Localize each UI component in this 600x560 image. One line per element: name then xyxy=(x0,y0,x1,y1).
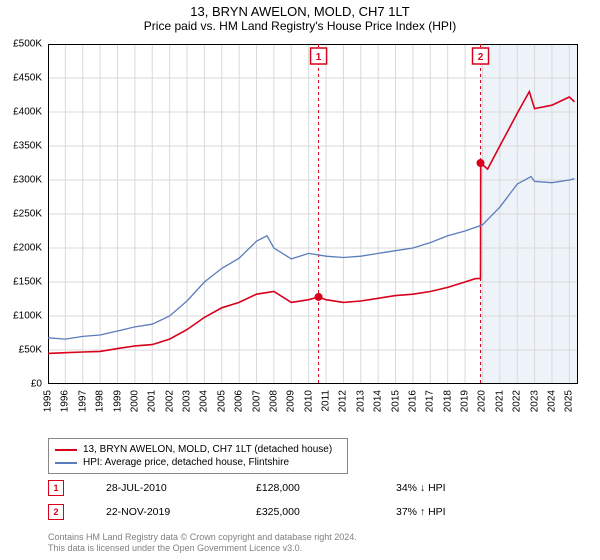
x-tick-label: 2010 xyxy=(303,390,314,412)
transaction-date: 22-NOV-2019 xyxy=(106,506,226,518)
y-tick-label: £350K xyxy=(13,141,42,152)
legend-row: 13, BRYN AWELON, MOLD, CH7 1LT (detached… xyxy=(55,443,341,456)
x-tick-label: 2011 xyxy=(321,390,332,412)
x-tick-label: 2013 xyxy=(355,390,366,412)
y-tick-label: £450K xyxy=(13,73,42,84)
attribution: Contains HM Land Registry data © Crown c… xyxy=(48,532,578,555)
legend-swatch xyxy=(55,462,77,464)
legend: 13, BRYN AWELON, MOLD, CH7 1LT (detached… xyxy=(48,438,348,474)
x-tick-label: 1999 xyxy=(112,390,123,412)
chart-title: 13, BRYN AWELON, MOLD, CH7 1LT xyxy=(0,0,600,19)
x-tick-label: 2021 xyxy=(494,390,505,412)
marker-badge: 1 xyxy=(48,480,64,496)
x-tick-label: 2000 xyxy=(129,390,140,412)
x-tick-label: 2006 xyxy=(234,390,245,412)
y-tick-label: £400K xyxy=(13,107,42,118)
transaction-price: £128,000 xyxy=(256,482,366,494)
x-axis: 1995199619971998199920002001200220032004… xyxy=(48,386,578,436)
x-tick-label: 2009 xyxy=(286,390,297,412)
marker-badge: 2 xyxy=(48,504,64,520)
x-tick-label: 2012 xyxy=(338,390,349,412)
attribution-line1: Contains HM Land Registry data © Crown c… xyxy=(48,532,578,543)
x-tick-label: 2007 xyxy=(251,390,262,412)
x-tick-label: 2018 xyxy=(442,390,453,412)
x-tick-label: 2004 xyxy=(199,390,210,412)
transaction-row: 1 28-JUL-2010 £128,000 34% ↓ HPI xyxy=(48,476,578,500)
x-tick-label: 1998 xyxy=(95,390,106,412)
y-axis: £0£50K£100K£150K£200K£250K£300K£350K£400… xyxy=(0,44,46,384)
x-tick-label: 2024 xyxy=(546,390,557,412)
legend-swatch xyxy=(55,449,77,451)
plot-area: 12 xyxy=(48,44,578,384)
transaction-vs-hpi: 34% ↓ HPI xyxy=(396,482,516,494)
y-tick-label: £100K xyxy=(13,311,42,322)
x-tick-label: 2019 xyxy=(460,390,471,412)
x-tick-label: 2020 xyxy=(477,390,488,412)
transaction-date: 28-JUL-2010 xyxy=(106,482,226,494)
x-tick-label: 2001 xyxy=(147,390,158,412)
chart-subtitle: Price paid vs. HM Land Registry's House … xyxy=(0,19,600,37)
y-tick-label: £500K xyxy=(13,39,42,50)
x-tick-label: 2025 xyxy=(564,390,575,412)
y-tick-label: £0 xyxy=(31,379,42,390)
transaction-vs-hpi: 37% ↑ HPI xyxy=(396,506,516,518)
x-tick-label: 1997 xyxy=(77,390,88,412)
y-tick-label: £200K xyxy=(13,243,42,254)
legend-row: HPI: Average price, detached house, Flin… xyxy=(55,456,341,469)
x-tick-label: 1995 xyxy=(43,390,54,412)
attribution-line2: This data is licensed under the Open Gov… xyxy=(48,543,578,554)
svg-text:1: 1 xyxy=(316,52,322,63)
transaction-price: £325,000 xyxy=(256,506,366,518)
x-tick-label: 2022 xyxy=(512,390,523,412)
x-tick-label: 2008 xyxy=(268,390,279,412)
x-tick-label: 2003 xyxy=(182,390,193,412)
chart-container: 13, BRYN AWELON, MOLD, CH7 1LT Price pai… xyxy=(0,0,600,560)
y-tick-label: £150K xyxy=(13,277,42,288)
transaction-row: 2 22-NOV-2019 £325,000 37% ↑ HPI xyxy=(48,500,578,524)
y-tick-label: £300K xyxy=(13,175,42,186)
chart-svg: 12 xyxy=(48,44,578,384)
x-tick-label: 2015 xyxy=(390,390,401,412)
x-tick-label: 1996 xyxy=(60,390,71,412)
x-tick-label: 2005 xyxy=(216,390,227,412)
y-tick-label: £250K xyxy=(13,209,42,220)
transactions-table: 1 28-JUL-2010 £128,000 34% ↓ HPI 2 22-NOV-201… xyxy=(48,476,578,524)
x-tick-label: 2016 xyxy=(407,390,418,412)
legend-label: 13, BRYN AWELON, MOLD, CH7 1LT (detached… xyxy=(83,444,332,455)
x-tick-label: 2002 xyxy=(164,390,175,412)
legend-label: HPI: Average price, detached house, Flin… xyxy=(83,457,289,468)
y-tick-label: £50K xyxy=(19,345,42,356)
x-tick-label: 2017 xyxy=(425,390,436,412)
x-tick-label: 2023 xyxy=(529,390,540,412)
x-tick-label: 2014 xyxy=(373,390,384,412)
svg-text:2: 2 xyxy=(478,52,484,63)
